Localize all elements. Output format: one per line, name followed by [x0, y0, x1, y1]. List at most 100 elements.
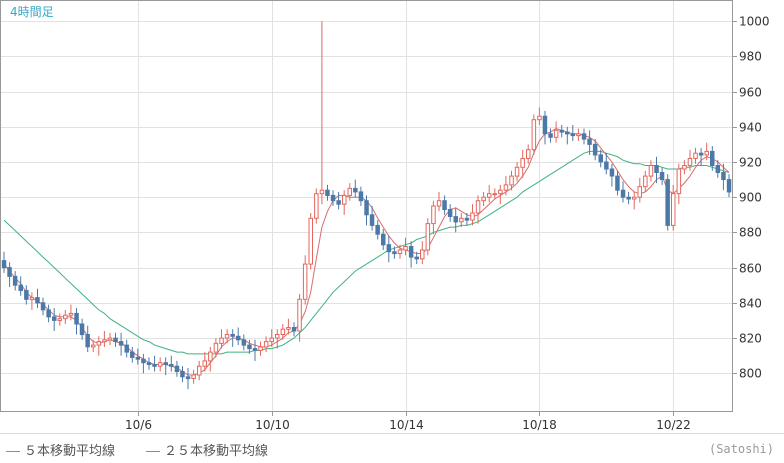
candle-down	[721, 172, 726, 180]
candle-down	[587, 138, 592, 145]
candle-up	[219, 337, 224, 344]
candle-down	[620, 189, 626, 198]
candle-up	[481, 196, 486, 202]
candle-down	[408, 246, 414, 258]
candle-down	[609, 168, 615, 177]
candle-down	[364, 200, 369, 216]
candle-down	[7, 267, 12, 277]
candle-down	[626, 196, 631, 200]
candle-up	[553, 129, 559, 138]
candle-down	[615, 175, 620, 191]
candle-up	[286, 327, 291, 330]
candle-up	[520, 158, 525, 168]
candle-up	[208, 351, 213, 362]
x-tick-label: 10/10	[255, 418, 290, 432]
candle-down	[185, 376, 191, 380]
candle-up	[57, 318, 62, 322]
candle-up	[319, 189, 325, 195]
candle-up	[157, 362, 163, 367]
candle-up	[275, 334, 280, 339]
candle-down	[124, 344, 129, 353]
candle-down	[236, 335, 241, 341]
candle-down	[40, 302, 46, 311]
candle-down	[698, 152, 704, 156]
candle-down	[146, 362, 152, 366]
candle-up	[671, 193, 676, 226]
candle-down	[392, 251, 397, 255]
candle-up	[202, 360, 207, 367]
candle-up	[704, 150, 709, 156]
candle-up	[191, 374, 196, 379]
timeframe-label: 4時間足	[10, 5, 54, 19]
candle-up	[263, 341, 269, 348]
y-tick-label: 920	[739, 156, 762, 170]
candle-down	[565, 131, 570, 135]
candle-down	[581, 133, 587, 140]
candle-up	[643, 175, 648, 188]
candle-up	[403, 246, 408, 251]
candle-down	[654, 165, 659, 173]
candle-down	[12, 275, 18, 286]
candle-down	[598, 154, 603, 163]
candle-up	[475, 200, 481, 214]
x-tick-label: 10/18	[522, 418, 557, 432]
candle-down	[710, 150, 715, 166]
candle-up	[459, 217, 464, 223]
candle-down	[325, 189, 330, 196]
candle-up	[91, 344, 96, 348]
legend-label-ma25: ２５本移動平均線	[164, 444, 269, 459]
candle-up	[648, 165, 654, 177]
candle-up	[302, 263, 308, 300]
y-tick-label: 1000	[739, 15, 770, 29]
candle-up	[514, 166, 520, 177]
x-tick-label: 10/14	[389, 418, 424, 432]
candle-up	[436, 200, 442, 207]
y-tick-label: 940	[739, 121, 762, 135]
candle-down	[113, 337, 118, 343]
candle-down	[381, 233, 386, 246]
candle-down	[85, 334, 90, 348]
candle-up	[431, 205, 436, 225]
candle-down	[1, 260, 7, 269]
candle-down	[375, 224, 380, 235]
candle-down	[414, 256, 419, 260]
x-tick-label: 10/6	[125, 418, 152, 432]
candle-down	[152, 364, 157, 367]
plot-border	[0, 0, 733, 412]
candle-down	[180, 371, 185, 378]
ma25-layer	[3, 150, 730, 355]
candle-up	[258, 346, 263, 351]
candle-down	[330, 194, 336, 202]
candle-up	[693, 152, 698, 159]
candle-up	[537, 115, 542, 121]
legend-swatch-ma25	[146, 451, 160, 452]
candle-up	[420, 249, 425, 260]
candle-down	[74, 312, 79, 325]
candles-layer	[1, 21, 732, 390]
candle-up	[269, 337, 274, 343]
candle-up	[107, 337, 113, 341]
candle-up	[526, 149, 531, 159]
candle-up	[224, 334, 230, 339]
y-tick-label: 980	[739, 50, 762, 64]
candle-up	[29, 297, 35, 300]
candle-down	[726, 179, 732, 193]
candle-down	[163, 362, 168, 366]
candle-up	[308, 217, 313, 265]
candle-down	[665, 179, 670, 226]
candle-up	[63, 314, 68, 320]
candle-down	[230, 334, 235, 337]
candle-up	[96, 341, 102, 346]
candle-down	[169, 364, 174, 367]
y-tick-label: 800	[739, 367, 762, 381]
candle-down	[46, 309, 51, 318]
y-tick-label: 960	[739, 86, 762, 100]
x-axis: 10/6 10/10 10/14 10/18 10/22	[125, 412, 691, 432]
candle-up	[314, 193, 319, 219]
candle-up	[687, 158, 693, 166]
legend-item-ma25: ２５本移動平均線	[146, 440, 268, 459]
candle-up	[102, 339, 107, 343]
candle-down	[241, 339, 247, 346]
